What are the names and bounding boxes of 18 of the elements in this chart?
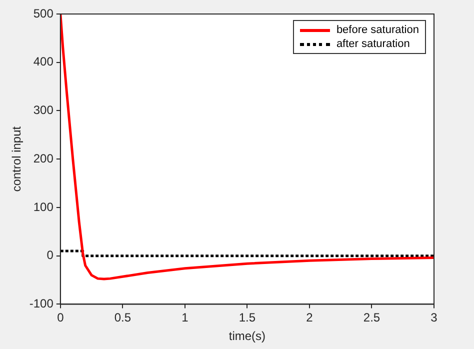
y-tick-label: 300: [33, 103, 54, 118]
legend-label: after saturation: [336, 37, 410, 51]
y-tick-label: -100: [29, 296, 54, 311]
x-tick-label: 0: [57, 310, 64, 325]
y-tick-label: 400: [33, 54, 54, 69]
x-tick-label: 2: [306, 310, 314, 325]
legend-label: before saturation: [336, 23, 419, 37]
y-axis-title: control input: [10, 126, 24, 192]
x-tick-label: 1: [182, 310, 189, 325]
y-tick-label: 100: [33, 200, 54, 214]
x-tick-label: 0.5: [114, 310, 132, 325]
y-tick-label: 500: [33, 6, 54, 20]
x-axis-title: time(s): [228, 329, 266, 344]
x-tick-label: 1.5: [238, 310, 256, 325]
x-tick-label: 3: [430, 310, 438, 325]
y-tick-label: 0: [46, 248, 54, 262]
x-tick-label: 2.5: [363, 310, 380, 325]
y-tick-label: 200: [33, 151, 54, 166]
